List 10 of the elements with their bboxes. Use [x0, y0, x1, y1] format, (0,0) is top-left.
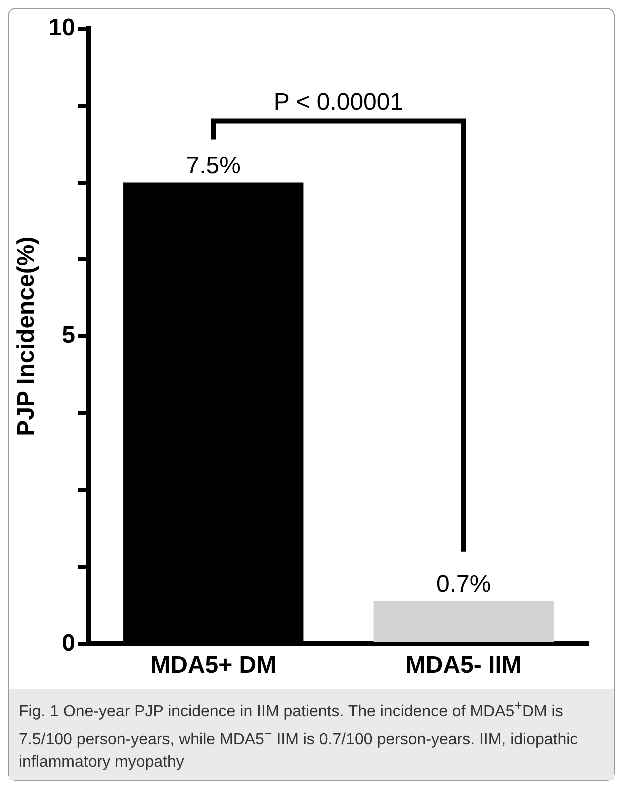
x-tick-label: MDA5+ DM: [150, 652, 277, 680]
y-axis-title: PJP Incidence(%): [13, 236, 40, 436]
y-tick-label: 0: [62, 630, 76, 657]
y-tick-label: 10: [48, 14, 76, 42]
x-tick-label: MDA5- IIM: [406, 652, 522, 680]
text: Fig. 1 One-year PJP incidence in IIM patients. The incidence of MDA5$^{+}$DM is 7.5/100 person-years, while MDA5$^{−}$ IIM is 0.7/100 person-years. IIM, idiopathic inflammatory myopathy: [19, 698, 578, 771]
annotation: P < 0.00001: [274, 88, 404, 116]
data-label: 0.7%: [436, 570, 492, 598]
y-tick-label: 5: [62, 322, 76, 350]
data-label: 7.5%: [186, 152, 241, 180]
